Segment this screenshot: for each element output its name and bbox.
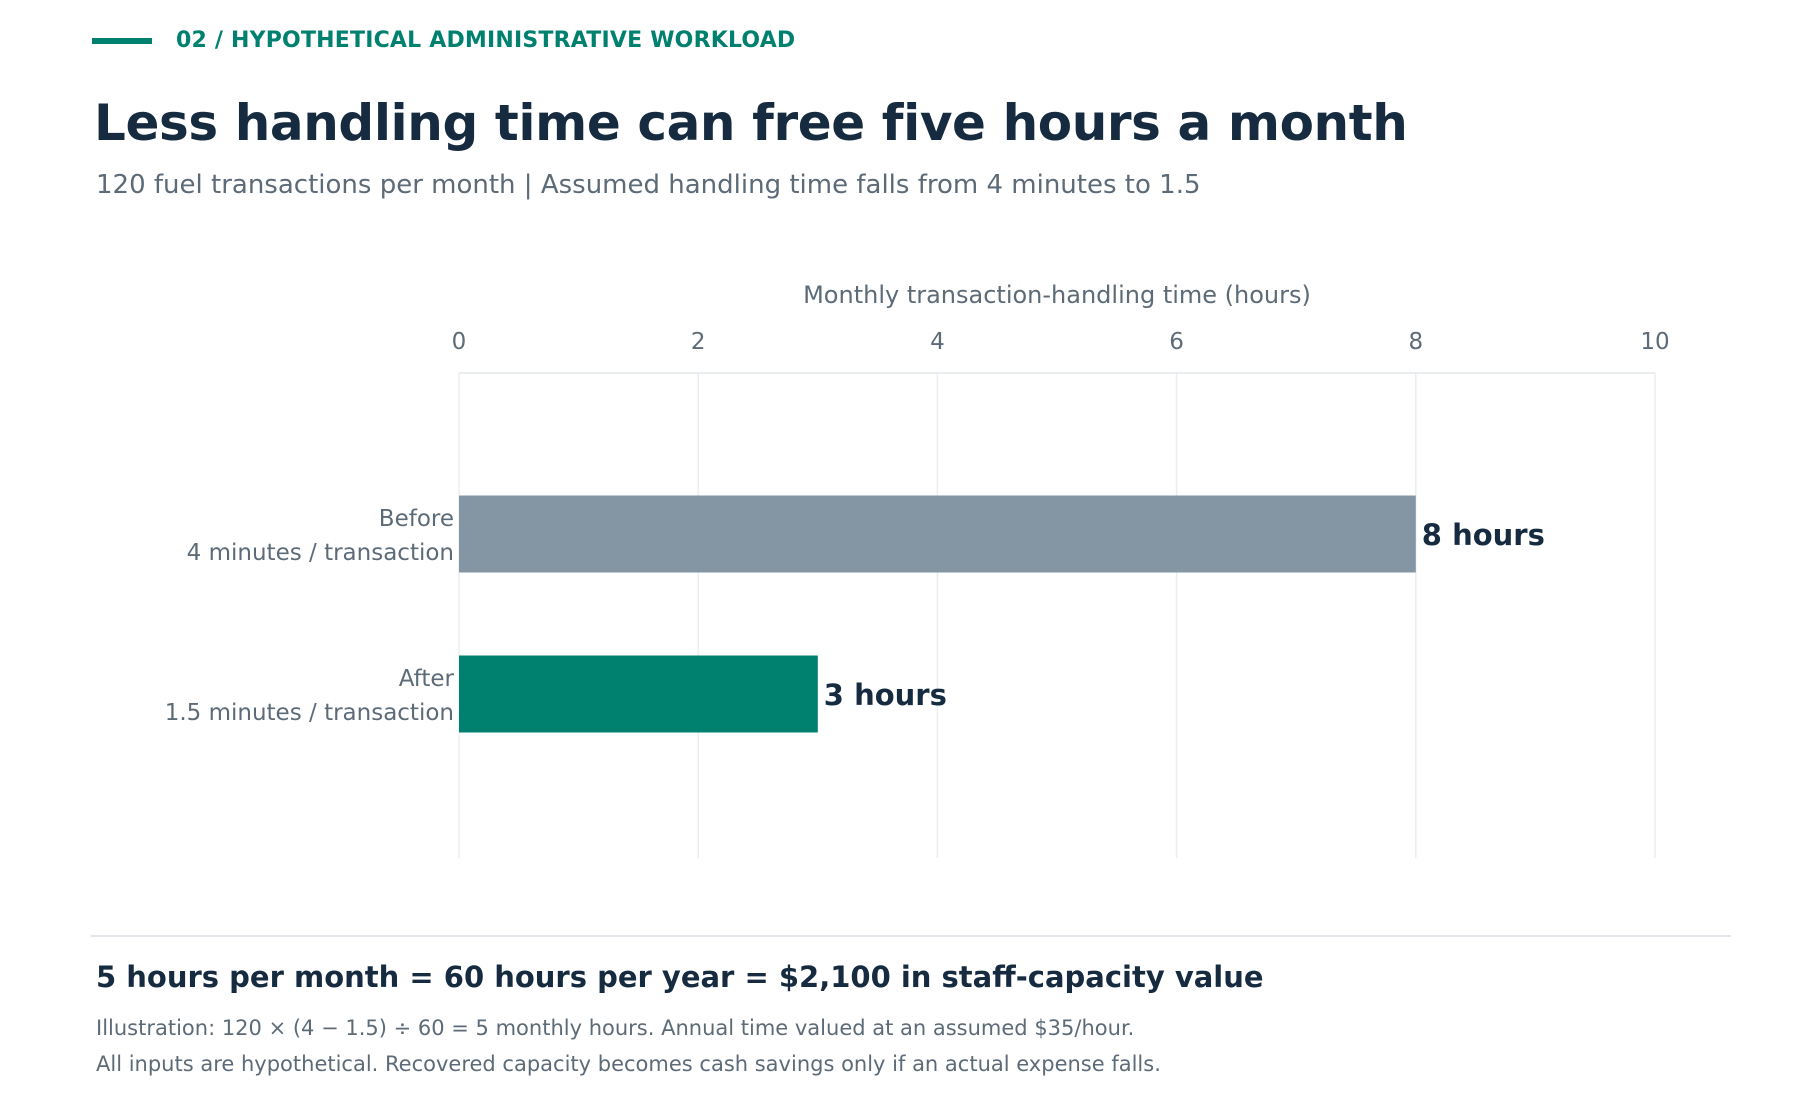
disclaimer-note: All inputs are hypothetical. Recovered c… <box>96 1052 1161 1076</box>
category-detail-label: 4 minutes / transaction <box>187 540 454 566</box>
x-tick-label: 2 <box>691 329 706 355</box>
category-detail-label: 1.5 minutes / transaction <box>165 700 454 726</box>
section-eyebrow: 02 / HYPOTHETICAL ADMINISTRATIVE WORKLOA… <box>92 28 795 53</box>
eyebrow-accent-bar <box>92 37 152 44</box>
calculation-note: Illustration: 120 × (4 − 1.5) ÷ 60 = 5 m… <box>96 1016 1135 1040</box>
x-tick-label: 4 <box>930 329 945 355</box>
eyebrow-label: 02 / HYPOTHETICAL ADMINISTRATIVE WORKLOA… <box>176 28 796 53</box>
footer-divider <box>91 935 1731 937</box>
x-tick-label: 6 <box>1169 329 1184 355</box>
data-label: 8 hours <box>1422 518 1545 552</box>
bar-chart: Monthly transaction-handling time (hours… <box>165 281 1670 858</box>
x-tick-label: 8 <box>1408 329 1423 355</box>
x-tick-label: 10 <box>1640 329 1669 355</box>
category-label: After <box>399 666 455 692</box>
x-axis-title: Monthly transaction-handling time (hours… <box>803 281 1311 309</box>
page-subtitle: 120 fuel transactions per month | Assume… <box>96 170 1201 200</box>
summary-statement: 5 hours per month = 60 hours per year = … <box>96 960 1264 994</box>
bar-after <box>459 655 818 733</box>
bar-before <box>459 495 1416 573</box>
page-title: Less handling time can free five hours a… <box>94 94 1408 152</box>
category-label: Before <box>379 506 454 532</box>
data-label: 3 hours <box>824 678 947 712</box>
x-tick-label: 0 <box>452 329 467 355</box>
